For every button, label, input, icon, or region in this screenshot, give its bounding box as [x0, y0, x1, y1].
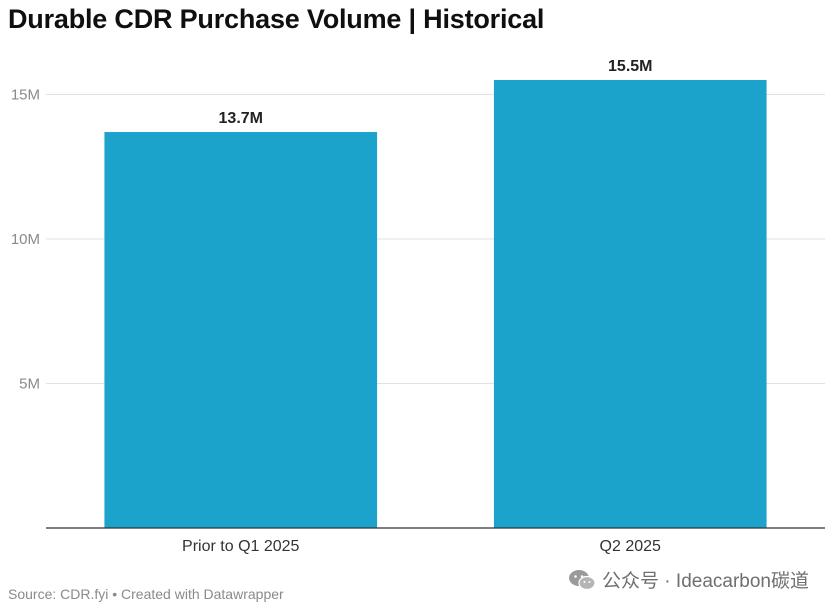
- wechat-icon: [569, 569, 596, 590]
- data-label: 13.7M: [219, 110, 263, 127]
- x-tick-label: Q2 2025: [600, 538, 661, 555]
- watermark-text: 公众号 · Ideacarbon碳道: [602, 571, 809, 592]
- x-tick-label: Prior to Q1 2025: [182, 538, 300, 555]
- y-tick-label: 10M: [11, 231, 40, 248]
- data-label: 15.5M: [608, 58, 652, 75]
- bar: [493, 80, 767, 528]
- y-tick-label: 15M: [11, 86, 40, 103]
- y-tick-label: 5M: [19, 375, 40, 392]
- bar: [104, 132, 378, 528]
- source-note: Source: CDR.fyi • Created with Datawrapp…: [8, 586, 284, 602]
- watermark: 公众号 · Ideacarbon碳道: [568, 566, 809, 593]
- chart-title: Durable CDR Purchase Volume | Historical: [8, 4, 545, 34]
